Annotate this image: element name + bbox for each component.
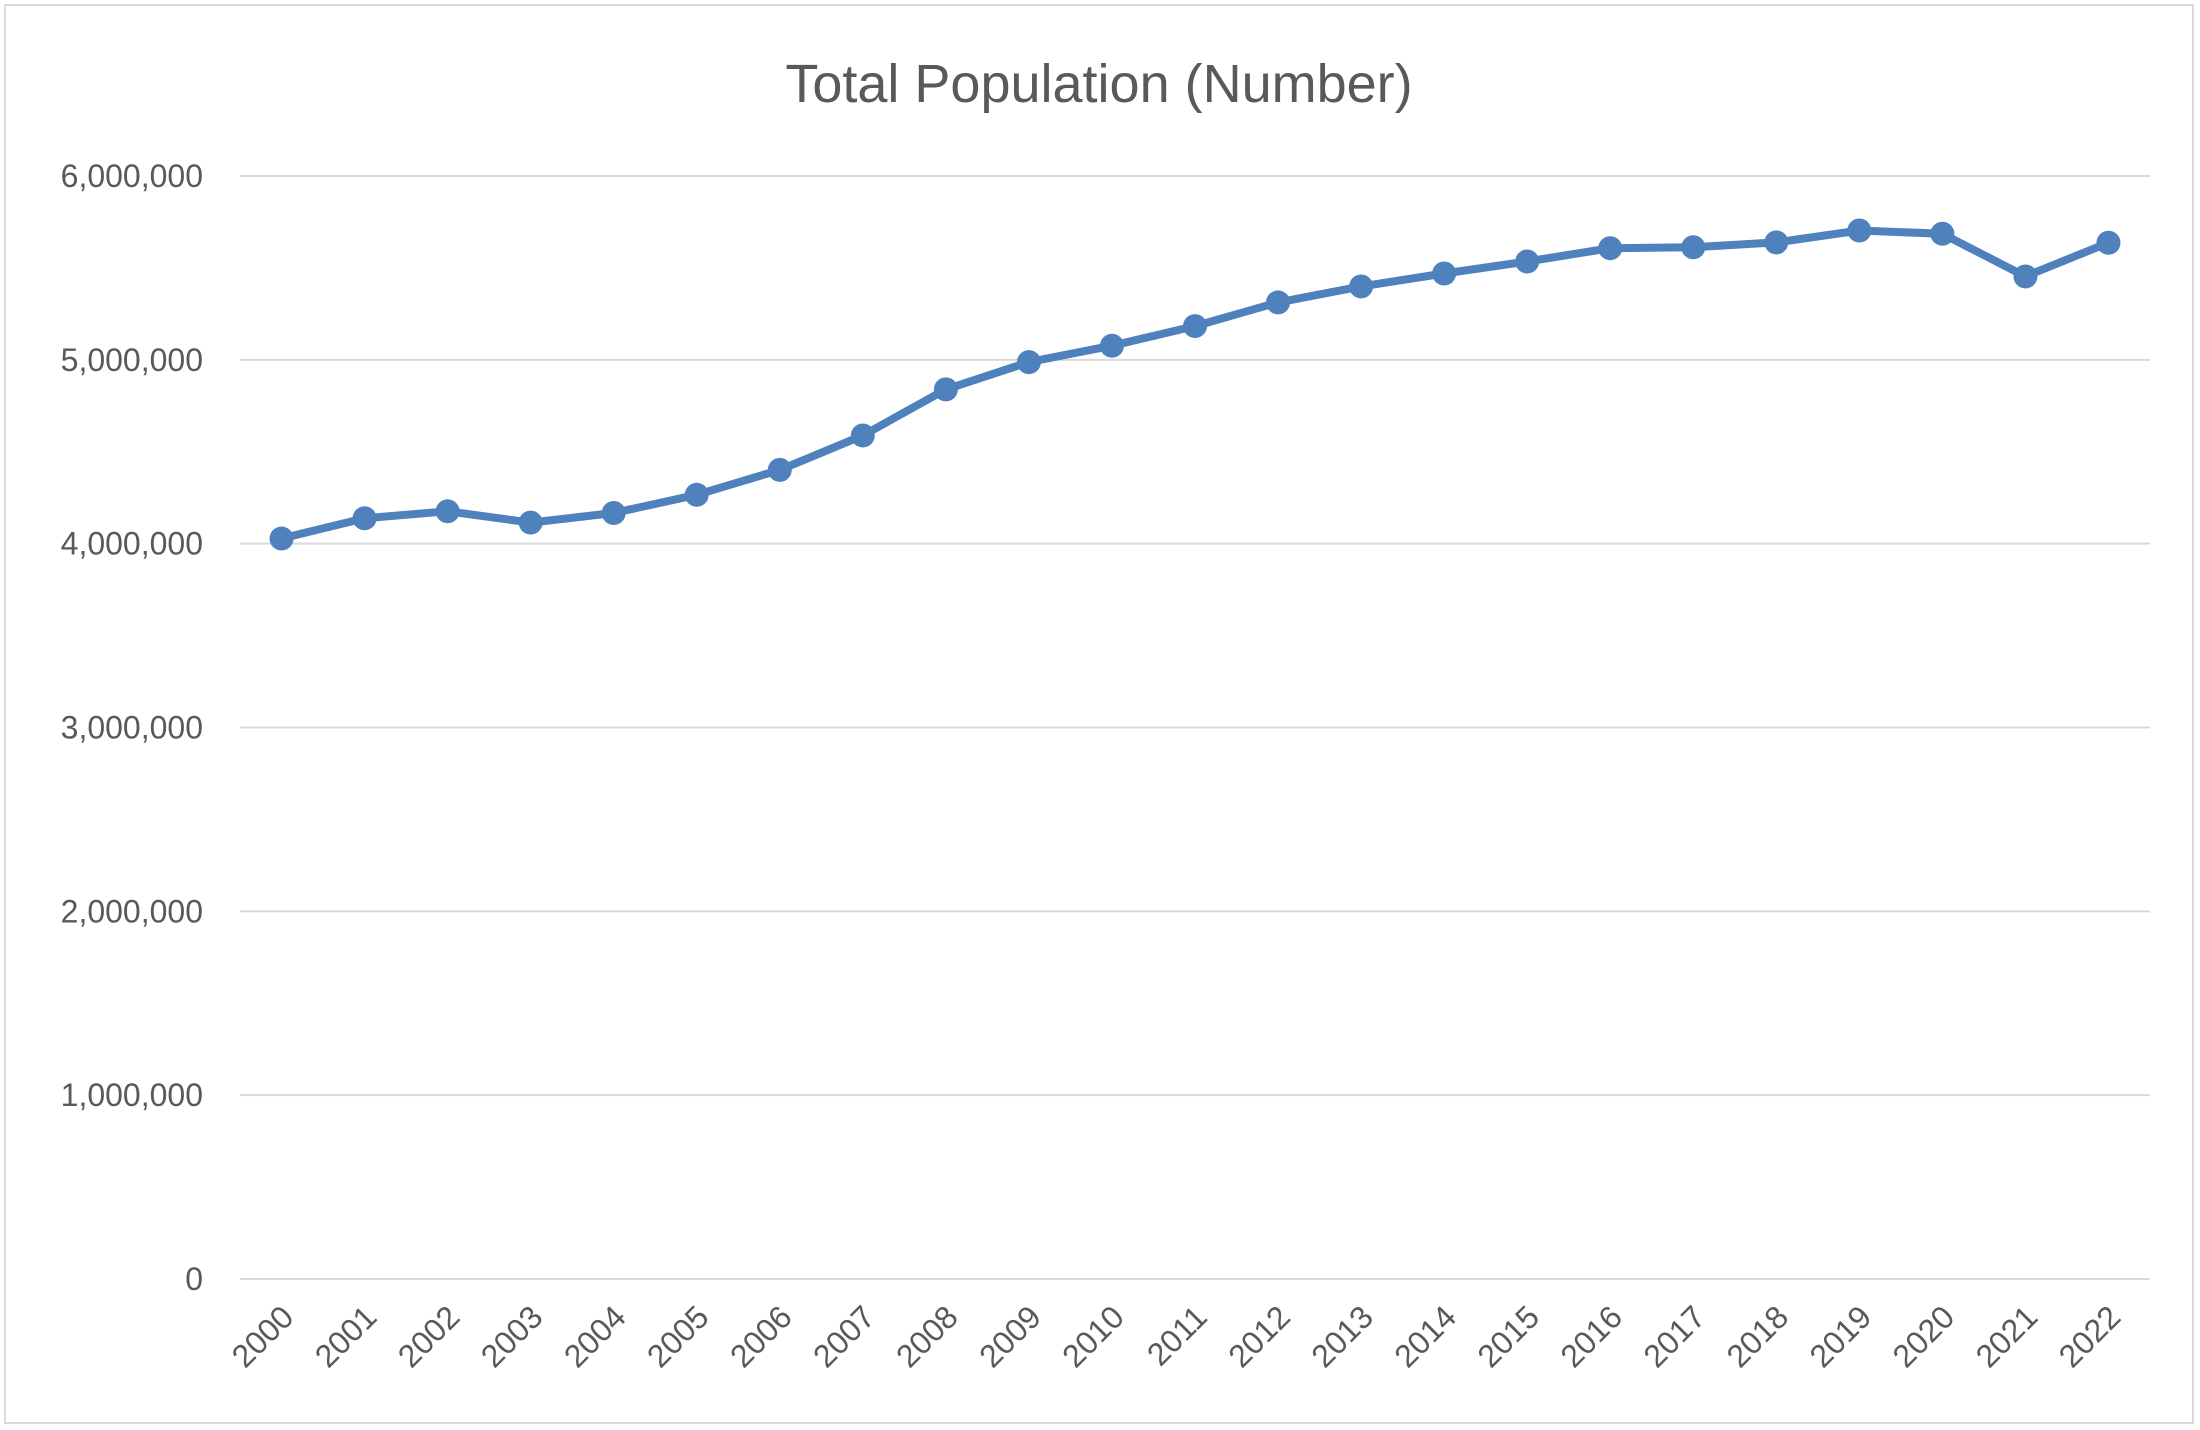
y-axis-tick-labels: 0 1,000,000 2,000,000 3,000,000 4,000,000 5,0… [61,158,203,1297]
x-tick-label: 2009 [972,1298,1048,1374]
data-point [767,457,792,482]
data-point [933,377,958,402]
data-point [1930,221,1955,246]
data-point [1183,314,1207,339]
x-tick-label: 2008 [889,1298,965,1374]
x-tick-label: 2016 [1553,1298,1629,1374]
x-tick-label: 2021 [1969,1298,2045,1374]
x-tick-label: 2006 [723,1298,799,1374]
x-tick-label: 2014 [1387,1298,1463,1374]
data-point [1515,249,1540,274]
x-tick-label: 2003 [474,1298,550,1374]
y-tick-label: 2,000,000 [61,893,203,929]
line-chart: Total Population (Number) 0 1,000,000 2,00… [61,54,2150,1374]
data-point [850,423,875,448]
x-tick-label: 2018 [1719,1298,1795,1374]
x-tick-label: 2001 [308,1298,384,1374]
data-point [684,482,709,507]
y-tick-label: 4,000,000 [61,526,203,562]
chart-title: Total Population (Number) [785,54,1412,114]
data-point [435,499,460,524]
x-tick-label: 2020 [1886,1298,1962,1374]
x-tick-label: 2017 [1636,1298,1712,1374]
series-line [277,226,2113,543]
data-point [1099,333,1124,358]
data-point [518,510,543,535]
data-point [1349,274,1374,299]
x-tick-label: 2013 [1304,1298,1380,1374]
y-tick-label: 5,000,000 [61,342,203,378]
x-tick-label: 2011 [1140,1298,1214,1372]
data-point [1266,290,1291,315]
x-tick-label: 2019 [1803,1298,1879,1374]
y-tick-label: 1,000,000 [61,1077,203,1113]
data-point [2013,264,2038,289]
data-point [1432,261,1457,286]
data-point [1764,230,1789,255]
y-tick-label: 0 [185,1261,203,1297]
x-tick-label: 2000 [225,1298,301,1374]
x-tick-label: 2002 [391,1298,467,1374]
x-tick-label: 2012 [1221,1298,1297,1374]
data-point [1016,350,1041,375]
series-population [269,218,2121,551]
data-point [1681,235,1706,260]
x-tick-label: 2007 [806,1298,882,1374]
gridlines [240,175,2150,1280]
y-tick-label: 6,000,000 [61,158,203,194]
x-tick-label: 2004 [557,1298,633,1374]
data-point [1847,218,1872,243]
data-point [601,501,626,526]
data-point [1598,236,1623,261]
x-tick-label: 2010 [1055,1298,1131,1374]
data-point [352,506,377,531]
data-point [2096,230,2121,255]
chart-frame: Total Population (Number) 0 1,000,000 2,00… [4,4,2194,1424]
x-tick-label: 2005 [640,1298,716,1374]
x-axis-tick-labels: 2000 2001 2002 2003 2004 2005 2006 2007 2008 2009… [225,1298,2128,1374]
data-point [269,526,294,551]
x-tick-label: 2015 [1470,1298,1546,1374]
y-tick-label: 3,000,000 [61,710,203,746]
x-tick-label: 2022 [2052,1298,2128,1374]
